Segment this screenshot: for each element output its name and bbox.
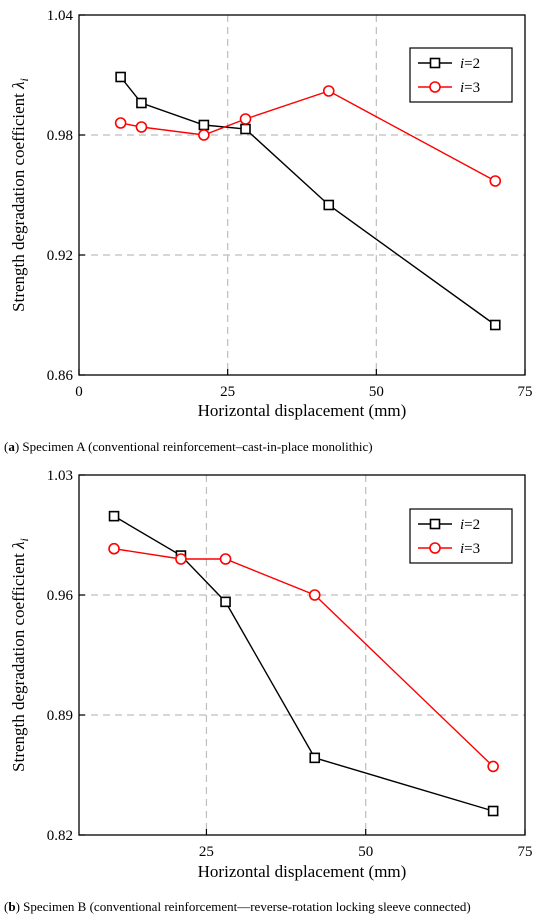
series-line [120, 90, 496, 182]
y-tick-label: 0.82 [47, 828, 73, 844]
y-tick-label: 0.98 [47, 128, 73, 144]
y-axis-title: Strength degradation coefficient λi [9, 78, 31, 312]
x-tick-label: 50 [369, 384, 384, 400]
data-point [322, 85, 335, 97]
data-point [239, 113, 252, 125]
data-point [108, 510, 120, 522]
legend-box [409, 508, 513, 564]
data-point [175, 553, 187, 565]
data-point [489, 319, 501, 331]
y-tick-label: 0.96 [47, 588, 74, 604]
x-axis-title: Horizontal displacement (mm) [198, 862, 407, 881]
chart-a: 0 25 50 75 0.86 0.92 0.98 1.04 Horizontal displa… [4, 8, 533, 454]
legend-label: i=2 [460, 517, 480, 533]
legend-marker [429, 57, 441, 69]
data-point [198, 119, 210, 131]
series-ieq2 [115, 71, 501, 331]
x-tick-label: 0 [75, 384, 83, 400]
data-point [308, 589, 321, 601]
data-point [487, 760, 499, 773]
plot-frame [78, 474, 526, 836]
data-point [309, 752, 321, 764]
data-point [114, 117, 127, 129]
legend-marker [429, 518, 441, 530]
chart-b: 25 50 75 0.82 0.89 0.96 1.03 Horizontal displac… [4, 468, 533, 914]
data-point [115, 71, 126, 83]
legend: i=2 i=3 [409, 47, 513, 103]
legend-box [409, 47, 513, 103]
data-point [487, 805, 499, 817]
series-line [120, 76, 496, 326]
x-tick-label: 25 [199, 844, 214, 860]
legend: i=2 i=3 [409, 508, 513, 564]
data-point [108, 542, 120, 555]
legend-label: i=2 [460, 56, 480, 72]
x-tick-label: 75 [518, 384, 533, 400]
series-ieq3 [114, 85, 502, 187]
figure-caption: (a) Specimen A (conventional reinforceme… [4, 439, 373, 454]
data-point [136, 97, 147, 109]
y-tick-label: 0.92 [47, 248, 73, 264]
y-axis-title: Strength degradation coefficient λi [9, 538, 31, 772]
y-tick-label: 0.89 [47, 708, 73, 724]
legend-marker [429, 542, 441, 554]
figure-caption: (b) Specimen B (conventional reinforceme… [4, 899, 471, 914]
x-axis-title: Horizontal displacement (mm) [198, 401, 407, 420]
x-tick-label: 25 [220, 384, 235, 400]
data-point [198, 129, 210, 141]
x-tick-label: 50 [358, 844, 373, 860]
data-point [135, 121, 148, 133]
y-tick-label: 0.86 [47, 368, 74, 384]
data-point [219, 553, 232, 565]
data-point [323, 199, 335, 211]
data-point [220, 596, 231, 608]
legend-label: i=3 [460, 541, 480, 557]
y-tick-label: 1.03 [47, 468, 73, 484]
y-tick-label: 1.04 [47, 8, 74, 24]
series-line [113, 548, 494, 767]
legend-marker [429, 81, 441, 93]
x-tick-label: 75 [518, 844, 533, 860]
legend-label: i=3 [460, 80, 480, 96]
data-point [489, 175, 502, 187]
plot-frame [78, 14, 526, 376]
series-ieq3 [108, 542, 499, 773]
data-point [240, 123, 251, 135]
